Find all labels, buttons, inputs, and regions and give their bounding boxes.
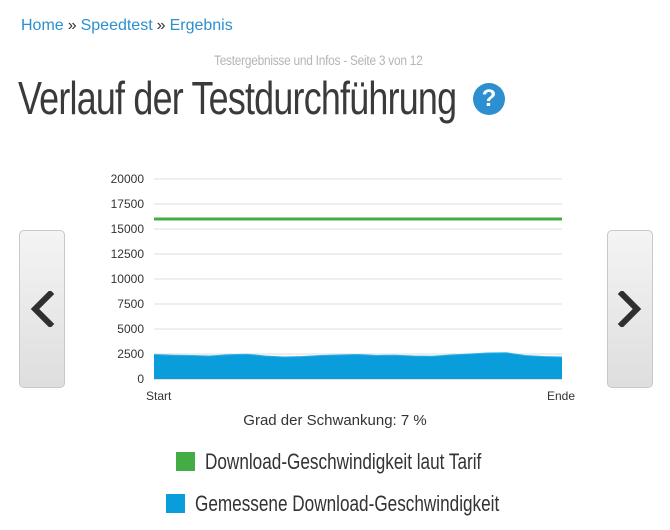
series-line-measured — [153, 352, 563, 358]
y-tick-label: 5000 — [117, 322, 144, 336]
previous-page-button[interactable] — [19, 230, 65, 388]
page-subheading: Testergebnisse und Infos - Seite 3 von 1… — [214, 52, 423, 68]
next-page-button[interactable] — [607, 230, 653, 388]
variation-text: Grad der Schwankung: 7 % — [243, 412, 427, 429]
series-area-measured — [154, 352, 562, 379]
download-speed-chart: 0 2500 5000 7500 10000 12500 15000 17500 20000 St… — [111, 172, 576, 403]
legend-swatch-measured — [166, 494, 185, 513]
breadcrumb-separator: » — [156, 17, 166, 34]
breadcrumb-speedtest-link[interactable]: Speedtest — [80, 17, 153, 34]
x-tick-label-start: Start — [146, 389, 172, 403]
y-tick-label: 2500 — [117, 347, 144, 361]
legend-label-measured: Gemessene Download-Geschwindigkeit — [195, 491, 500, 516]
legend-label-tarif: Download-Geschwindigkeit laut Tarif — [205, 449, 482, 474]
y-tick-label: 15000 — [111, 222, 145, 236]
breadcrumb-separator: » — [67, 17, 77, 34]
y-tick-label: 12500 — [111, 247, 145, 261]
y-tick-label: 7500 — [117, 297, 144, 311]
y-tick-label: 20000 — [111, 172, 145, 186]
breadcrumb-home-link[interactable]: Home — [21, 17, 64, 34]
breadcrumb-ergebnis-link[interactable]: Ergebnis — [169, 17, 233, 34]
page-title: Verlauf der Testdurchführung — [18, 72, 457, 124]
chevron-left-icon — [30, 291, 55, 327]
chevron-right-icon — [617, 291, 642, 327]
y-tick-label: 17500 — [111, 197, 145, 211]
y-tick-label: 10000 — [111, 272, 145, 286]
x-tick-label-end: Ende — [547, 389, 575, 403]
legend-swatch-tarif — [176, 452, 195, 471]
question-mark-icon[interactable]: ? — [473, 83, 505, 115]
y-tick-label: 0 — [137, 372, 144, 386]
breadcrumb: Home» Speedtest» Ergebnis — [21, 17, 233, 35]
